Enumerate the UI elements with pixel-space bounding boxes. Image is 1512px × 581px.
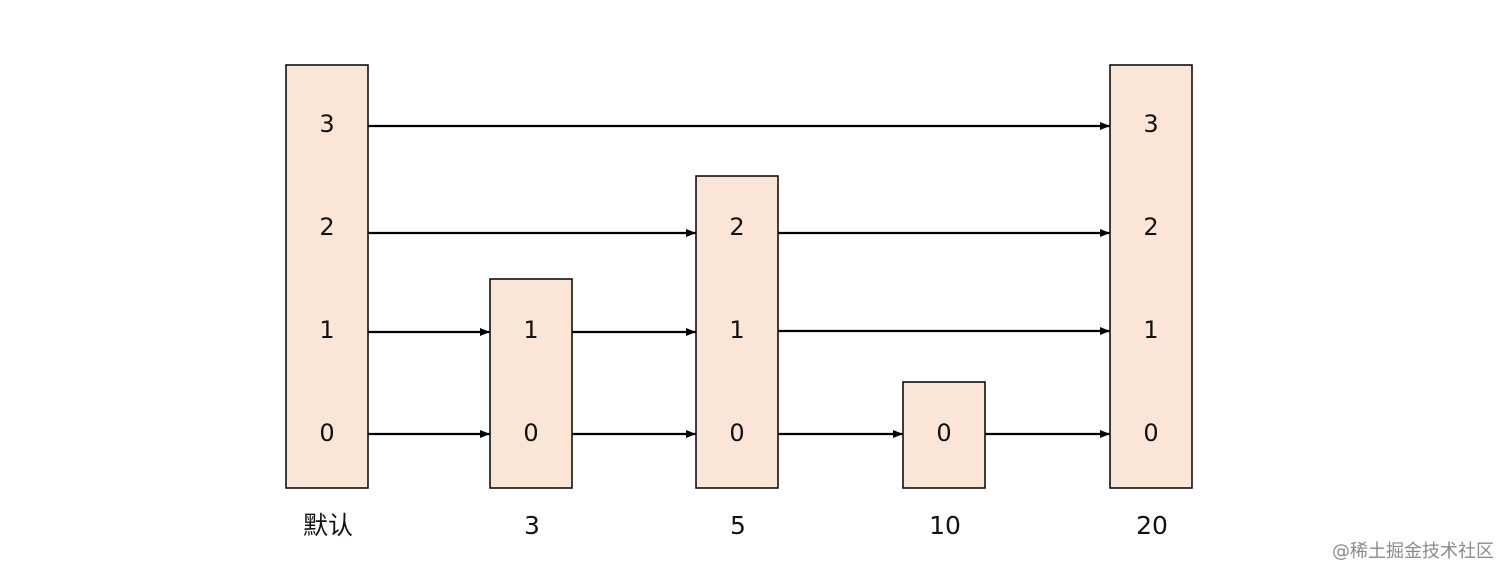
column-label: 3 (524, 511, 540, 540)
cell-value: 2 (319, 213, 334, 241)
cell-value: 1 (729, 316, 744, 344)
cell-value: 0 (729, 419, 744, 447)
cell-value: 0 (523, 419, 538, 447)
cell-value: 1 (523, 316, 538, 344)
column-box (1109, 64, 1193, 489)
column-label: 10 (929, 511, 961, 540)
cell-value: 2 (1143, 213, 1158, 241)
column-box (695, 175, 779, 489)
cell-value: 2 (729, 213, 744, 241)
column-box (285, 64, 369, 489)
cell-value: 1 (1143, 316, 1158, 344)
column-label: 5 (730, 511, 746, 540)
cell-value: 0 (936, 419, 951, 447)
column-box (902, 381, 986, 489)
column-label: 默认 (303, 511, 353, 540)
arrows (368, 122, 1110, 438)
cell-value: 0 (319, 419, 334, 447)
column-label: 20 (1136, 511, 1168, 540)
cell-value: 1 (319, 316, 334, 344)
cell-value: 3 (319, 110, 334, 138)
cell-value: 3 (1143, 110, 1158, 138)
column-box (489, 278, 573, 489)
cell-value: 0 (1143, 419, 1158, 447)
watermark: @稀土掘金技术社区 (1332, 541, 1494, 562)
